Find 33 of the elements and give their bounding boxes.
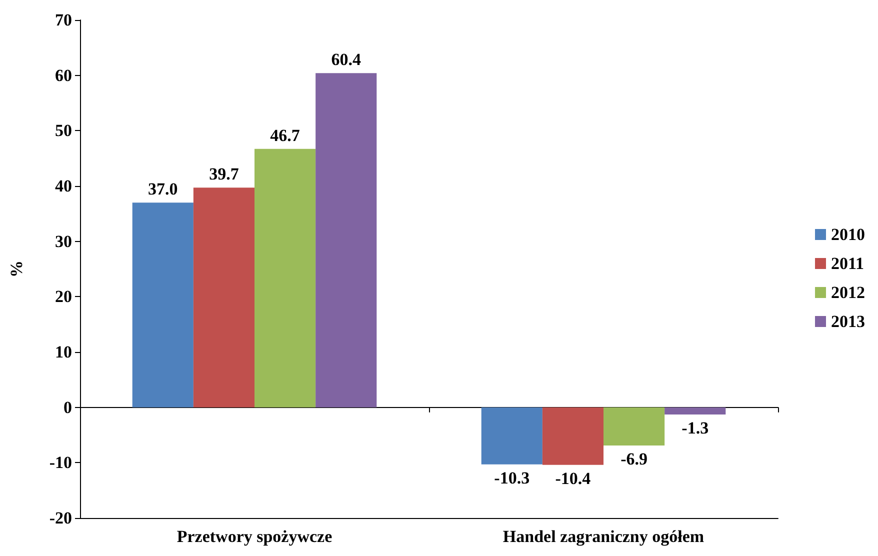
data-label: 46.7 (270, 126, 300, 145)
data-label: 37.0 (148, 180, 178, 199)
data-label: -6.9 (620, 450, 648, 469)
bar (664, 407, 726, 415)
data-label: -1.3 (682, 418, 709, 438)
bar (481, 407, 542, 464)
y-tick-label: -20 (49, 508, 72, 528)
data-label: 39.7 (209, 164, 240, 184)
bar (316, 73, 377, 408)
y-tick-label: 10 (55, 342, 72, 362)
legend-label: 2012 (831, 283, 865, 302)
legend-label: 2010 (831, 225, 865, 244)
y-tick-label: 0 (64, 398, 72, 417)
y-tick-label: 60 (55, 66, 72, 85)
data-label: 60.4 (331, 50, 362, 70)
y-tick-label: -10 (49, 453, 72, 472)
bar (193, 188, 254, 408)
bar (132, 202, 194, 408)
x-tick-label: Przetwory spożywcze (176, 527, 333, 546)
bar (254, 148, 316, 408)
y-tick-label: 50 (55, 121, 72, 140)
y-tick-label: 70 (55, 10, 72, 30)
legend-label: 2013 (831, 312, 865, 331)
data-label: -10.4 (555, 468, 592, 488)
y-tick-label: 20 (55, 287, 72, 306)
y-tick-label: 40 (55, 176, 72, 196)
data-label: -10.3 (494, 468, 530, 488)
x-tick-label: Handel zagraniczny ogółem (502, 527, 704, 546)
legend-label: 2011 (831, 254, 864, 273)
y-axis-title: % (7, 260, 26, 278)
y-tick-label: 30 (55, 232, 72, 251)
bar (542, 407, 604, 465)
bar (604, 407, 665, 446)
